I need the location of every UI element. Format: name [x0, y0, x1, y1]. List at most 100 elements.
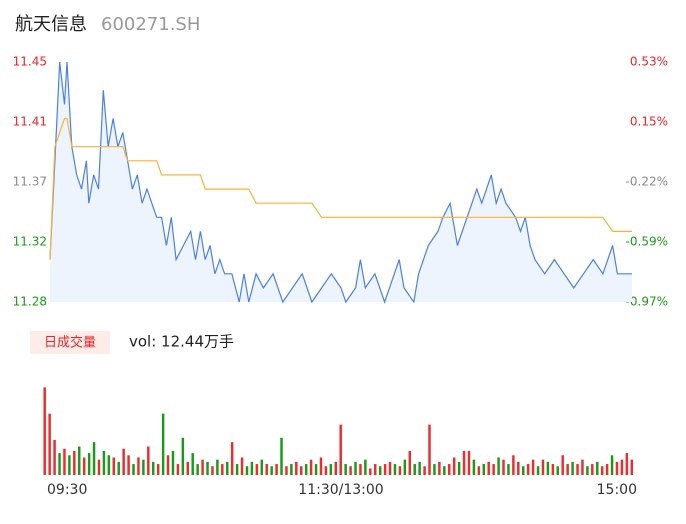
volume-bar — [245, 466, 249, 475]
volume-bar — [161, 413, 165, 475]
volume-bar — [374, 464, 377, 475]
volume-bar — [497, 457, 500, 475]
y-tick-label: 11.37 — [13, 175, 47, 189]
volume-bar — [137, 457, 140, 475]
y-tick-label: 11.45 — [13, 55, 47, 69]
volume-bar — [132, 464, 135, 475]
y2-tick-label: -0.97% — [626, 295, 668, 309]
volume-bar — [349, 466, 352, 475]
volume-bar — [596, 461, 599, 475]
volume-bar — [319, 457, 323, 475]
volume-bar — [186, 461, 190, 475]
volume-bar — [216, 459, 219, 475]
volume-bar — [502, 459, 505, 475]
volume-bar — [48, 413, 51, 475]
volume-bar — [482, 464, 486, 475]
volume-bar — [285, 466, 288, 475]
volume-bar — [82, 457, 86, 475]
volume-bar — [235, 464, 239, 475]
volume-bar — [230, 442, 234, 475]
y2-tick-label: 0.15% — [630, 115, 668, 129]
volume-bar — [531, 459, 535, 475]
volume-bar — [334, 461, 338, 475]
volume-bar — [166, 455, 170, 475]
volume-bar — [413, 464, 416, 475]
volume-bar — [522, 466, 525, 475]
volume-bar — [102, 450, 106, 475]
volume-bar — [58, 453, 61, 475]
volume-bar — [492, 464, 495, 475]
volume-bar — [581, 459, 584, 475]
volume-bar — [68, 455, 71, 475]
volume-bar — [418, 461, 421, 475]
volume-bar — [359, 464, 362, 475]
volume-bar — [477, 466, 481, 475]
volume-bar — [122, 448, 125, 475]
volume-bar — [300, 466, 303, 475]
volume-bar — [117, 461, 120, 475]
volume-bar — [388, 461, 392, 475]
volume-bar — [398, 466, 402, 475]
volume-bar — [324, 466, 328, 475]
volume-bar — [309, 459, 313, 475]
volume-bar — [443, 466, 446, 475]
y-tick-label: 11.41 — [13, 115, 47, 129]
volume-bar — [512, 455, 515, 475]
volume-bar — [329, 464, 333, 475]
volume-bar — [408, 450, 412, 475]
stock-name: 航天信息 — [15, 14, 87, 35]
volume-bar — [147, 446, 150, 475]
y2-tick-label: -0.59% — [626, 235, 668, 249]
volume-bar — [586, 466, 589, 475]
volume-bar — [240, 457, 244, 475]
volume-bar — [112, 457, 116, 475]
volume-bar — [255, 464, 259, 475]
volume-bar — [615, 461, 619, 475]
volume-bar — [383, 464, 387, 475]
volume-bar — [448, 464, 451, 475]
average-line — [49, 117, 632, 260]
volume-bar — [107, 455, 111, 475]
volume-bar — [211, 466, 214, 475]
x-tick-label: 11:30/13:00 — [298, 482, 383, 498]
volume-bar — [152, 461, 155, 475]
volume-bar — [344, 464, 347, 475]
volume-bar — [304, 464, 308, 475]
volume-bar — [206, 461, 209, 475]
volume-bar — [369, 468, 372, 475]
volume-bar — [201, 459, 204, 475]
volume-bar — [265, 464, 268, 475]
volume-bar — [181, 437, 185, 475]
volume-button[interactable] — [30, 331, 110, 354]
price-area — [50, 62, 632, 302]
volume-bar — [378, 466, 382, 475]
volume-bar — [314, 464, 318, 475]
volume-bar — [127, 455, 130, 475]
volume-bar — [354, 461, 357, 475]
y2-tick-label: -0.22% — [626, 175, 668, 189]
volume-bar — [92, 442, 96, 475]
volume-bar — [87, 453, 91, 475]
volume-bar — [433, 464, 436, 475]
volume-bar — [176, 464, 180, 475]
volume-bar — [517, 461, 520, 475]
volume-bar — [260, 459, 264, 475]
volume-bar — [393, 464, 397, 475]
volume-bar — [78, 446, 81, 475]
volume-bar — [270, 466, 273, 475]
volume-bar — [221, 464, 224, 475]
volume-bar — [142, 459, 145, 475]
volume-bar — [438, 461, 441, 475]
volume-bar — [403, 459, 407, 475]
volume-total: vol: 12.44万手 — [129, 333, 234, 351]
x-tick-label: 09:30 — [47, 482, 87, 498]
volume-bar — [561, 455, 564, 475]
volume-bar — [541, 459, 545, 475]
volume-bar — [536, 466, 540, 475]
volume-bar — [551, 464, 555, 475]
volume-button-label[interactable]: 日成交量 — [44, 335, 96, 351]
volume-bar — [364, 459, 367, 475]
volume-bar — [605, 464, 609, 475]
volume-bar — [250, 461, 254, 475]
